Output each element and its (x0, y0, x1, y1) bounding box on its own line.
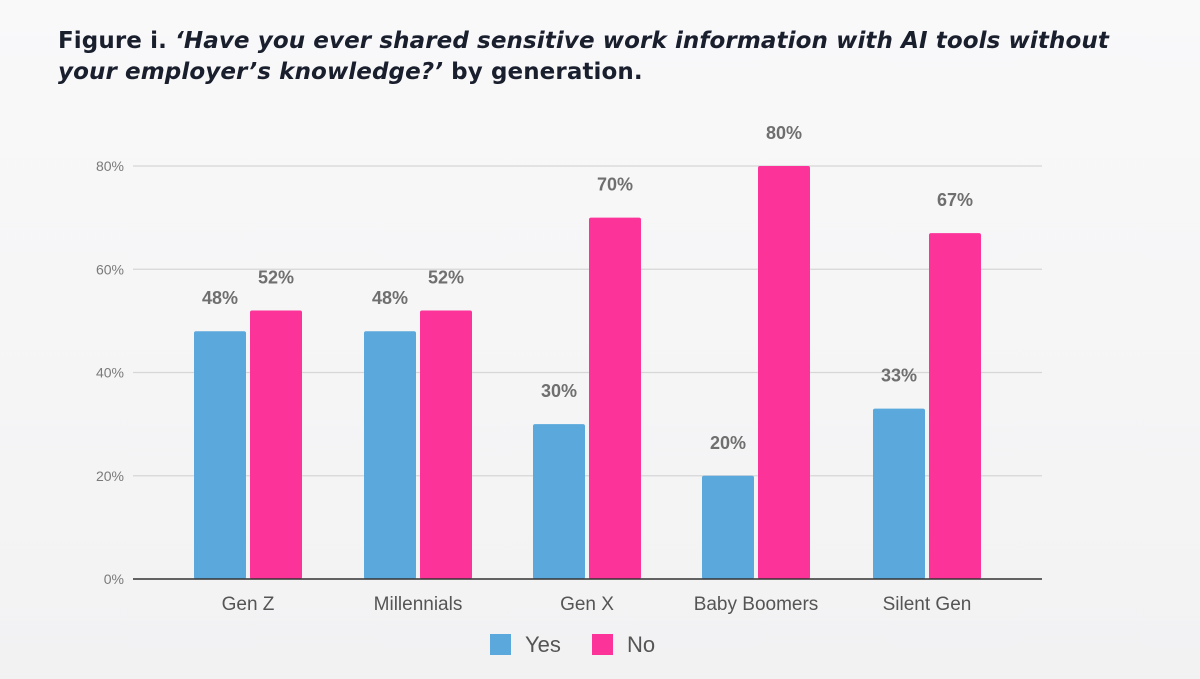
bar-yes (533, 424, 585, 579)
data-label-no: 70% (597, 175, 633, 195)
legend-swatch-no (592, 634, 613, 655)
data-label-no: 80% (766, 123, 802, 143)
y-tick-label: 40% (96, 365, 124, 381)
bars (194, 166, 981, 580)
figure-title-prefix: Figure i. (58, 28, 176, 54)
category-label: Millennials (374, 594, 463, 615)
category-label: Gen X (560, 594, 614, 615)
y-tick-label: 80% (96, 158, 124, 174)
category-labels: Gen Z Millennials Gen X Baby Boomers Silent … (222, 594, 972, 615)
data-label-yes: 20% (710, 433, 746, 453)
bar-yes (873, 408, 925, 579)
figure-title-question: ‘Have you ever shared sensitive work inf… (58, 28, 1109, 85)
data-label-yes: 33% (881, 366, 917, 386)
figure-title: Figure i. ‘Have you ever shared sensitiv… (58, 26, 1118, 88)
bar-no (929, 233, 981, 580)
category-label: Silent Gen (883, 594, 972, 615)
category-label: Baby Boomers (694, 594, 819, 615)
category-label: Gen Z (222, 594, 275, 615)
figure-title-suffix: by generation. (443, 59, 643, 85)
data-label-yes: 30% (541, 381, 577, 401)
data-label-no: 52% (428, 268, 464, 288)
bar-no (420, 310, 472, 579)
bar-no (589, 217, 641, 579)
data-labels: 48% 48% 30% 20% 33% 52% 52% 70% 80% 67% (202, 123, 973, 453)
bar-yes (364, 331, 416, 579)
legend-swatch-yes (490, 634, 511, 655)
bar-yes (702, 475, 754, 579)
data-label-no: 52% (258, 268, 294, 288)
legend-label-no: No (627, 632, 655, 657)
data-label-no: 67% (937, 190, 973, 210)
y-tick-label: 20% (96, 468, 124, 484)
bar-no (250, 310, 302, 579)
legend-label-yes: Yes (525, 632, 561, 657)
y-tick-label: 60% (96, 261, 124, 277)
y-tick-label: 0% (104, 571, 124, 587)
bar-no (758, 166, 810, 579)
data-label-yes: 48% (202, 288, 238, 308)
bar-yes (194, 331, 246, 579)
data-label-yes: 48% (372, 288, 408, 308)
y-axis-ticks: 0% 20% 40% 60% 80% (96, 158, 124, 587)
legend: Yes No (490, 632, 655, 657)
